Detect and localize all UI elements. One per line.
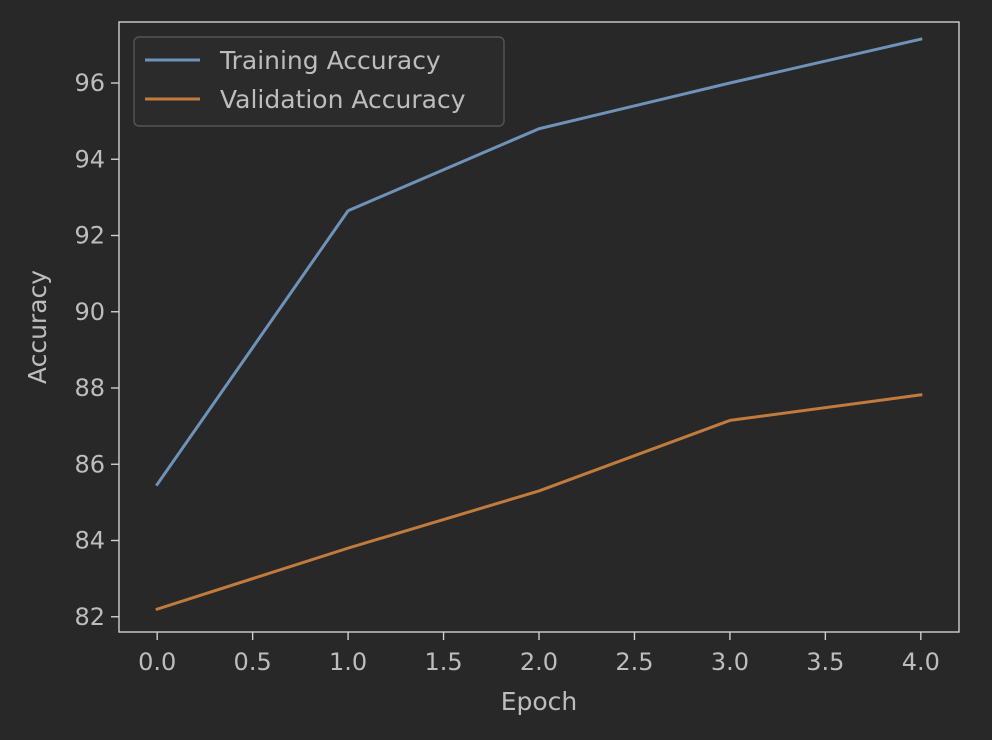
y-tick-label: 88: [74, 374, 105, 402]
x-tick-label: 3.0: [711, 648, 749, 676]
legend-label-validation: Validation Accuracy: [220, 85, 466, 114]
legend: Training Accuracy Validation Accuracy: [133, 36, 505, 127]
x-tick-label: 1.5: [424, 648, 462, 676]
y-tick-label: 84: [74, 527, 105, 555]
y-tick-label: 92: [74, 222, 105, 250]
legend-box: [133, 36, 505, 127]
x-tick-label: 4.0: [902, 648, 940, 676]
series-line-validation-accuracy: [155, 393, 923, 612]
x-axis-ticks: 0.0 0.5 1.0 1.5 2.0 2.5 3.0 3.5 4.0: [138, 632, 940, 676]
y-tick-label: 94: [74, 145, 105, 173]
y-tick-label: 96: [74, 69, 105, 97]
y-axis-label: Accuracy: [23, 270, 52, 384]
y-tick-label: 86: [74, 450, 105, 478]
series-lines: [155, 37, 923, 612]
y-tick-label: 82: [74, 603, 105, 631]
legend-label-training: Training Accuracy: [219, 46, 441, 75]
x-tick-label: 1.0: [329, 648, 367, 676]
series-line-training-accuracy: [155, 37, 923, 487]
x-tick-label: 3.5: [806, 648, 844, 676]
x-axis-label: Epoch: [501, 687, 578, 716]
x-tick-label: 2.0: [520, 648, 558, 676]
y-tick-label: 90: [74, 298, 105, 326]
y-axis-ticks: 82 84 86 88 90 92 94 96: [74, 69, 119, 631]
x-tick-label: 0.0: [138, 648, 176, 676]
x-tick-label: 2.5: [615, 648, 653, 676]
x-tick-label: 0.5: [234, 648, 272, 676]
